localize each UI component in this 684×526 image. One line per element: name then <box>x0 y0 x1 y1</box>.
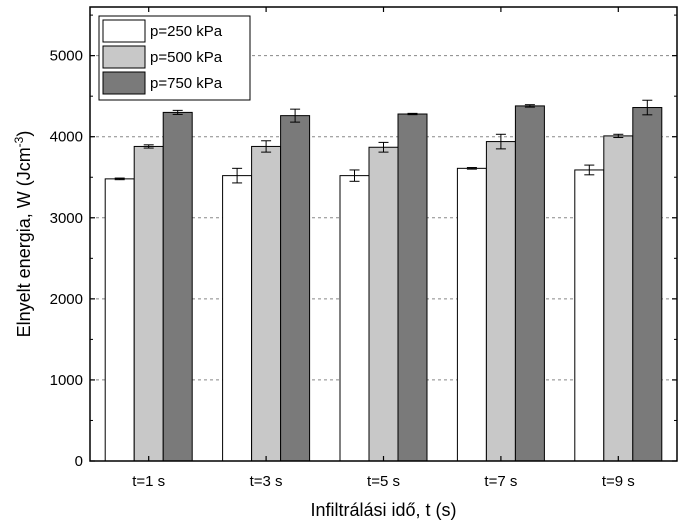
legend: p=250 kPa p=500 kPa p=750 kPa <box>98 15 251 101</box>
bar <box>133 145 164 462</box>
y-tick-label: 4000 <box>50 129 83 146</box>
y-tick-label: 0 <box>75 453 83 470</box>
x-tick-label: t=7 s <box>484 473 517 490</box>
bar <box>222 175 253 462</box>
bar <box>485 141 516 462</box>
x-axis-title: Infiltrálási idő, t (s) <box>310 500 456 520</box>
y-axis-title: Elnyelt energia, W (Jcm-3) <box>12 131 34 338</box>
legend-swatch <box>102 19 146 43</box>
x-tick-label: t=1 s <box>132 473 165 490</box>
bar <box>368 146 399 462</box>
legend-swatch <box>102 71 146 95</box>
y-axis-title-close: ) <box>14 131 34 137</box>
x-tick-label: t=5 s <box>367 473 400 490</box>
y-tick-label: 1000 <box>50 372 83 389</box>
y-axis-title-main: Elnyelt energia, W (Jcm <box>14 147 34 337</box>
bar <box>632 107 663 462</box>
y-tick-label: 5000 <box>50 48 83 65</box>
x-tick-label: t=9 s <box>602 473 635 490</box>
error-bars <box>114 99 653 184</box>
bar <box>456 167 487 462</box>
bar <box>397 113 428 462</box>
legend-swatch <box>102 45 146 69</box>
bars <box>104 105 663 462</box>
x-tick-label: t=3 s <box>250 473 283 490</box>
bar <box>280 115 311 462</box>
bar <box>514 105 545 462</box>
y-tick-label: 3000 <box>50 210 83 227</box>
bar <box>339 175 370 462</box>
y-axis: 0 1000 2000 3000 4000 5000 <box>50 14 677 470</box>
x-axis: t=1 s t=3 s t=5 s t=7 s t=9 s <box>132 7 635 490</box>
bar <box>104 178 135 462</box>
bar <box>574 169 605 462</box>
bar <box>162 111 193 462</box>
bar <box>251 145 282 462</box>
y-tick-label: 2000 <box>50 291 83 308</box>
legend-label: p=250 kPa <box>150 23 223 40</box>
y-axis-title-superscript: -3 <box>12 136 26 147</box>
bar <box>603 135 634 462</box>
legend-label: p=750 kPa <box>150 75 223 92</box>
legend-label: p=500 kPa <box>150 49 223 66</box>
